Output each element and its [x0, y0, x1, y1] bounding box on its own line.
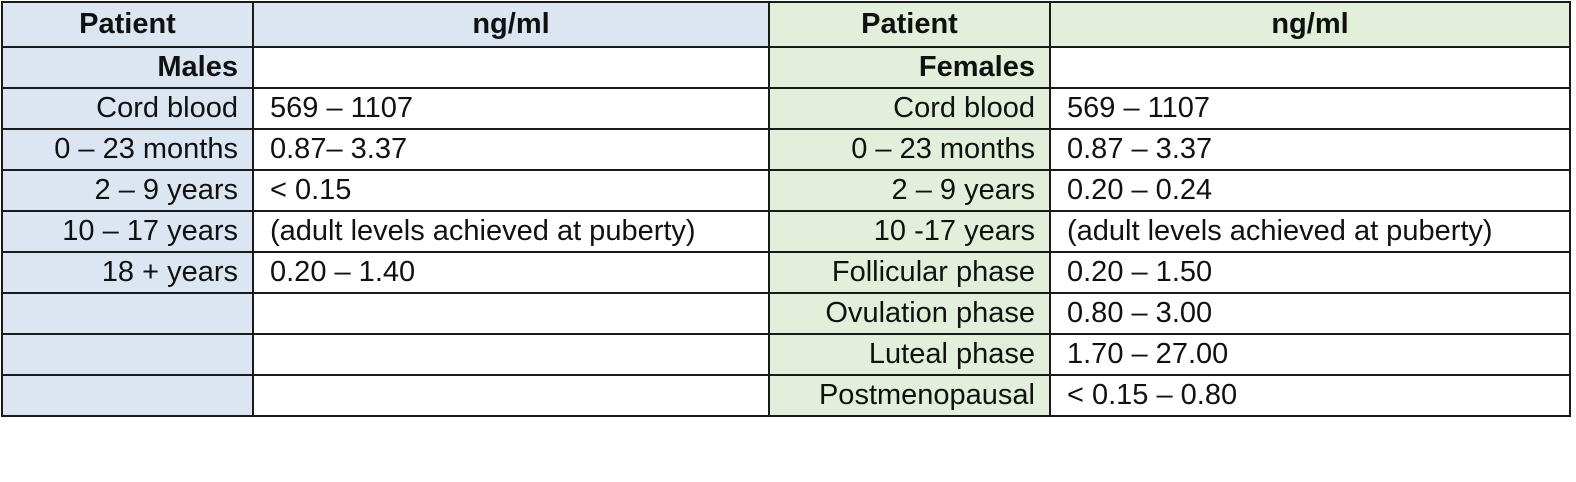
female-age-label: 0 – 23 months [768, 128, 1051, 171]
female-range-value: 0.87 – 3.37 [1049, 128, 1571, 171]
female-unit-header: ng/ml [1049, 1, 1571, 48]
female-age-label: Cord blood [768, 87, 1051, 130]
reference-range-table: Patient ng/ml Patient ng/ml Males Female… [1, 1, 1571, 417]
female-age-label: Postmenopausal [768, 374, 1051, 417]
male-range-value: 0.20 – 1.40 [252, 251, 770, 294]
male-range-value [252, 292, 770, 335]
group-row: Males Females [1, 46, 1571, 89]
table-row: Luteal phase 1.70 – 27.00 [1, 333, 1571, 376]
female-range-value: 1.70 – 27.00 [1049, 333, 1571, 376]
males-group-value [252, 46, 770, 89]
male-age-label: 10 – 17 years [1, 210, 254, 253]
female-age-label: Luteal phase [768, 333, 1051, 376]
females-group-label: Females [768, 46, 1051, 89]
table-row: Postmenopausal < 0.15 – 0.80 [1, 374, 1571, 417]
male-patient-header: Patient [1, 1, 254, 48]
female-range-value: (adult levels achieved at puberty) [1049, 210, 1571, 253]
male-age-label [1, 374, 254, 417]
females-group-value [1049, 46, 1571, 89]
female-age-label: Follicular phase [768, 251, 1051, 294]
table-row: 18 + years 0.20 – 1.40 Follicular phase … [1, 251, 1571, 294]
female-age-label: Ovulation phase [768, 292, 1051, 335]
male-range-value: < 0.15 [252, 169, 770, 212]
male-range-value: 0.87– 3.37 [252, 128, 770, 171]
header-row: Patient ng/ml Patient ng/ml [1, 1, 1571, 48]
female-range-value: < 0.15 – 0.80 [1049, 374, 1571, 417]
female-range-value: 0.80 – 3.00 [1049, 292, 1571, 335]
female-patient-header: Patient [768, 1, 1051, 48]
female-age-label: 2 – 9 years [768, 169, 1051, 212]
male-range-value: (adult levels achieved at puberty) [252, 210, 770, 253]
table-row: 10 – 17 years (adult levels achieved at … [1, 210, 1571, 253]
male-range-value: 569 – 1107 [252, 87, 770, 130]
female-range-value: 0.20 – 1.50 [1049, 251, 1571, 294]
table-row: Ovulation phase 0.80 – 3.00 [1, 292, 1571, 335]
male-range-value [252, 374, 770, 417]
male-age-label: 0 – 23 months [1, 128, 254, 171]
male-age-label [1, 292, 254, 335]
female-range-value: 569 – 1107 [1049, 87, 1571, 130]
table-row: 2 – 9 years < 0.15 2 – 9 years 0.20 – 0.… [1, 169, 1571, 212]
male-age-label: 18 + years [1, 251, 254, 294]
male-range-value [252, 333, 770, 376]
table-row: Cord blood 569 – 1107 Cord blood 569 – 1… [1, 87, 1571, 130]
males-group-label: Males [1, 46, 254, 89]
male-age-label: 2 – 9 years [1, 169, 254, 212]
female-age-label: 10 -17 years [768, 210, 1051, 253]
male-age-label [1, 333, 254, 376]
table-row: 0 – 23 months 0.87– 3.37 0 – 23 months 0… [1, 128, 1571, 171]
female-range-value: 0.20 – 0.24 [1049, 169, 1571, 212]
male-age-label: Cord blood [1, 87, 254, 130]
male-unit-header: ng/ml [252, 1, 770, 48]
